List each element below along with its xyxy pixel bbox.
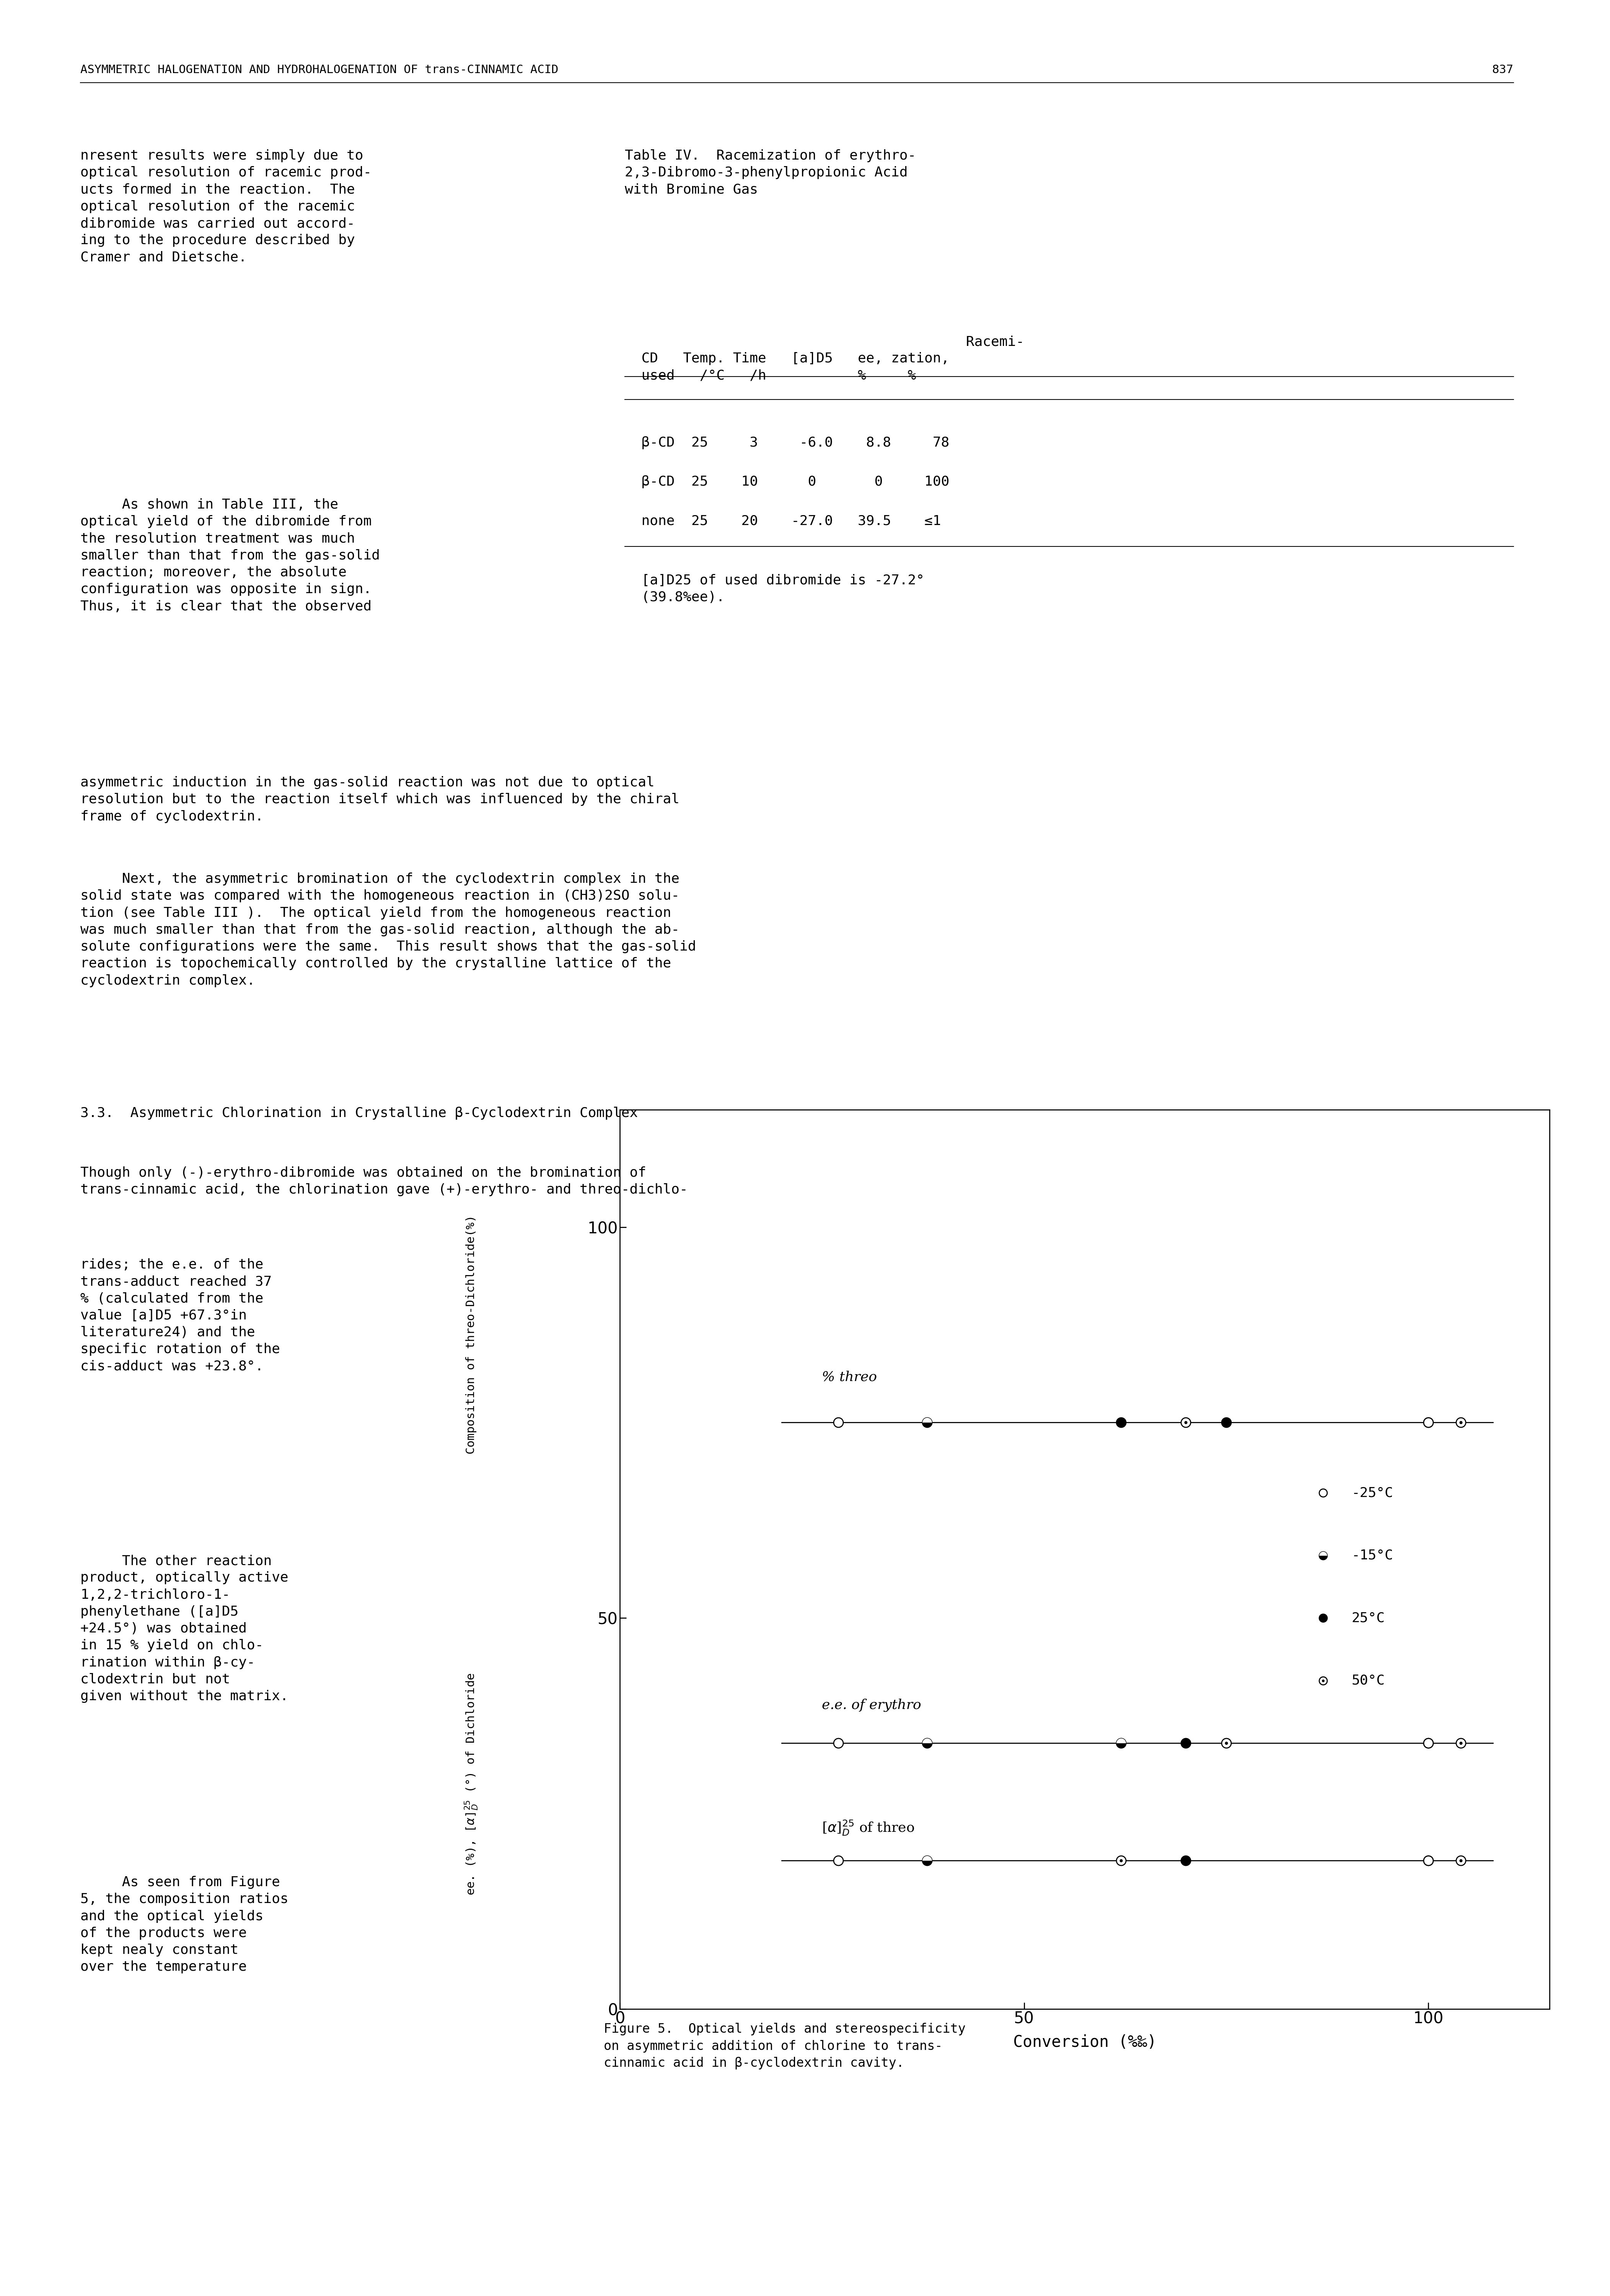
Text: β-CD  25     3     -6.0    8.8     78: β-CD 25 3 -6.0 8.8 78 <box>625 436 950 450</box>
Text: 50°C: 50°C <box>1351 1674 1385 1688</box>
Text: [a]D25 of used dibromide is -27.2°
  (39.8%ee).: [a]D25 of used dibromide is -27.2° (39.8… <box>625 574 924 604</box>
Text: Table IV.  Racemization of erythro-
2,3-Dibromo-3-phenylpropionic Acid
with Brom: Table IV. Racemization of erythro- 2,3-D… <box>625 149 916 195</box>
Text: As seen from Figure
5, the composition ratios
and the optical yields
of the prod: As seen from Figure 5, the composition r… <box>80 1876 288 1975</box>
Text: The other reaction
product, optically active
1,2,2-trichloro-1-
phenylethane ([a: The other reaction product, optically ac… <box>80 1554 288 1704</box>
Text: 25°C: 25°C <box>1351 1612 1385 1626</box>
Text: asymmetric induction in the gas-solid reaction was not due to optical
resolution: asymmetric induction in the gas-solid re… <box>80 776 679 822</box>
Text: Next, the asymmetric bromination of the cyclodextrin complex in the
solid state : Next, the asymmetric bromination of the … <box>80 872 696 987</box>
Text: Though only (-)-erythro-dibromide was obtained on the bromination of
trans-cinna: Though only (-)-erythro-dibromide was ob… <box>80 1166 687 1196</box>
X-axis label: Conversion (%‰): Conversion (%‰) <box>1013 2034 1156 2050</box>
Text: 3.3.  Asymmetric Chlorination in Crystalline β-Cyclodextrin Complex: 3.3. Asymmetric Chlorination in Crystall… <box>80 1107 638 1120</box>
Text: 837: 837 <box>1492 64 1513 76</box>
Text: Figure 5.  Optical yields and stereospecificity
on asymmetric addition of chlori: Figure 5. Optical yields and stereospeci… <box>604 2023 966 2069</box>
Text: ASYMMETRIC HALOGENATION AND HYDROHALOGENATION OF trans-CINNAMIC ACID: ASYMMETRIC HALOGENATION AND HYDROHALOGEN… <box>80 64 559 76</box>
Text: ee. (%), [$\alpha$]$_D^{25}$ (°) of Dichloride: ee. (%), [$\alpha$]$_D^{25}$ (°) of Dich… <box>464 1674 478 1896</box>
Text: % threo: % threo <box>823 1371 877 1384</box>
Text: -25°C: -25°C <box>1351 1486 1393 1499</box>
Text: rides; the e.e. of the
trans-adduct reached 37
% (calculated from the
value [a]D: rides; the e.e. of the trans-adduct reac… <box>80 1258 280 1373</box>
Text: nresent results were simply due to
optical resolution of racemic prod-
ucts form: nresent results were simply due to optic… <box>80 149 372 264</box>
Text: Racemi-
  CD   Temp. Time   [a]D5   ee, zation,
  used   /°C   /h           %   : Racemi- CD Temp. Time [a]D5 ee, zation, … <box>625 335 1024 381</box>
Text: [$\alpha$]$_D^{25}$ of threo: [$\alpha$]$_D^{25}$ of threo <box>823 1818 914 1837</box>
Text: e.e. of erythro: e.e. of erythro <box>823 1699 921 1713</box>
Text: -15°C: -15°C <box>1351 1550 1393 1561</box>
Text: none  25    20    -27.0   39.5    ≤1: none 25 20 -27.0 39.5 ≤1 <box>625 514 940 528</box>
Text: Composition of threo-Dichloride(%): Composition of threo-Dichloride(%) <box>465 1215 477 1453</box>
Text: As shown in Table III, the
optical yield of the dibromide from
the resolution tr: As shown in Table III, the optical yield… <box>80 498 380 613</box>
Text: β-CD  25    10      0       0     100: β-CD 25 10 0 0 100 <box>625 475 950 489</box>
